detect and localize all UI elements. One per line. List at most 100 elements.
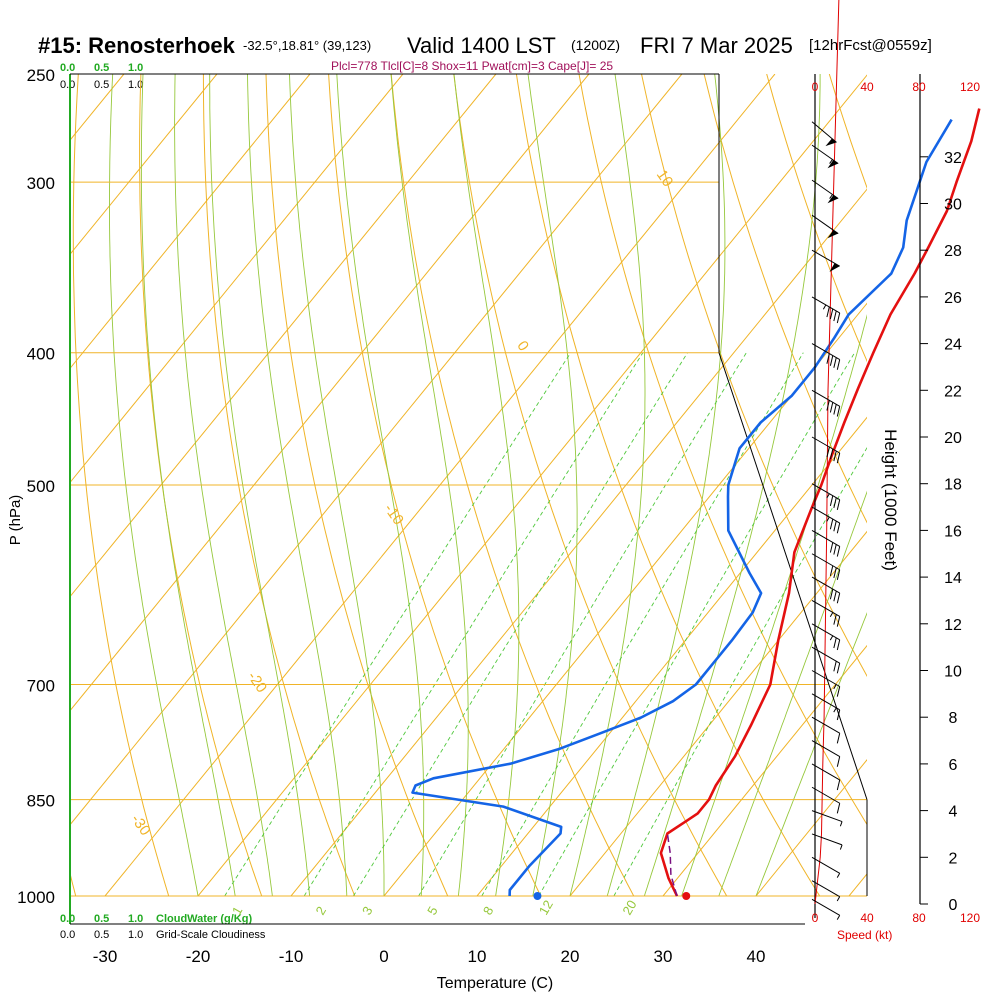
isotherm-line — [755, 759, 867, 896]
wind-barb-staff — [811, 296, 840, 314]
wind-barb-full — [829, 565, 834, 577]
wind-barb-full — [836, 499, 841, 510]
height-tick-label: 2 — [949, 850, 958, 867]
isotherm-line — [848, 873, 867, 896]
pressure-tick-label: 300 — [27, 174, 55, 193]
wind-barb — [811, 716, 841, 744]
wind-barb-staff — [811, 716, 840, 734]
wind-barb-staff — [811, 389, 840, 407]
mixing-ratio-label: 8 — [480, 904, 497, 918]
moist-adiabat-line — [453, 74, 520, 896]
wind-speed-line — [814, 0, 840, 905]
mixing-ratio-label: 12 — [536, 897, 556, 917]
cloud-top-green-1: 0.5 — [94, 62, 109, 74]
wind-barb-staff — [811, 833, 843, 846]
dry-adiabat-line — [390, 74, 635, 896]
wind-barb-staff — [811, 856, 840, 874]
wind-barb-full — [836, 663, 841, 674]
moist-adiabat-line — [336, 74, 425, 896]
y-axis-title: P (hPa) — [7, 495, 24, 546]
wind-barb-pennant — [829, 263, 840, 272]
wind-barb-full — [836, 522, 841, 534]
wind-barb-full — [833, 544, 837, 555]
speed-tick-bottom: 80 — [912, 911, 926, 925]
wind-barb-staff — [811, 600, 840, 617]
wind-barb-pennant — [825, 138, 837, 147]
wind-barb — [811, 576, 841, 604]
wind-barb-staff — [811, 763, 840, 781]
wind-barb-full — [829, 588, 834, 600]
forecast-info: [12hrFcst@0559z] — [809, 37, 932, 54]
temperature-tick-label: 10 — [468, 947, 487, 966]
cloud-scale-bottom: 0.0 0.5 1.0 CloudWater (g/Kg) 0.0 0.5 1.… — [60, 913, 266, 941]
wind-barb — [811, 436, 841, 464]
moist-adiabat-line — [718, 490, 867, 896]
height-tick-label: 32 — [944, 150, 962, 167]
moist-adiabat-line — [606, 74, 726, 896]
wind-barb-full — [833, 357, 837, 368]
isotherm-label: -10 — [381, 501, 407, 529]
wind-barb-staff — [811, 506, 840, 524]
wind-barb — [811, 600, 841, 627]
temperature-profile — [659, 108, 981, 897]
wind-barb — [811, 296, 841, 324]
dry-adiabat-line — [578, 74, 867, 826]
wind-barb — [811, 693, 841, 721]
wind-barb — [811, 121, 837, 147]
mixing-ratio-label: 2 — [313, 904, 330, 918]
wind-barb-half — [822, 304, 827, 310]
wind-barb — [811, 214, 839, 239]
temperature-tick-label: -20 — [186, 947, 211, 966]
wind-barb-full — [836, 709, 841, 721]
wind-barb-full — [833, 590, 837, 602]
moist-adiabat-line — [209, 74, 311, 896]
isotherm-line — [569, 530, 867, 896]
moist-adiabat-line — [755, 612, 867, 896]
speed-tick-bottom: 120 — [960, 911, 980, 925]
wind-barb-staff — [811, 693, 840, 711]
wind-barb-full — [833, 520, 837, 532]
station-title: #15: Renosterhoek — [38, 33, 236, 58]
mixing-ratio-line — [303, 352, 644, 896]
wind-barb-full — [833, 614, 837, 625]
moist-adiabat-line — [681, 314, 867, 896]
station-coords: -32.5°,18.81° (39,123) — [243, 38, 371, 53]
wind-barb-pennant — [827, 195, 839, 204]
isotherm-label: -20 — [244, 669, 270, 697]
wind-barb-full — [826, 353, 830, 364]
wind-barb — [811, 249, 840, 272]
height-axis-title: Height (1000 Feet) — [881, 429, 900, 571]
wind-barb-half — [826, 493, 830, 499]
wind-barb-staff — [811, 483, 840, 501]
height-tick-label: 8 — [949, 710, 958, 727]
moist-adiabat-line — [289, 74, 385, 896]
mixing-ratio-label: 20 — [619, 897, 639, 917]
wind-barb-staff — [811, 343, 840, 361]
wind-barb — [811, 529, 841, 557]
isotherm-label: 10 — [653, 167, 676, 190]
wind-barb-half — [833, 707, 837, 713]
wind-barb-half — [829, 159, 833, 164]
wind-barb — [811, 880, 841, 902]
cloud-bottom-black-0: 0.0 — [60, 929, 75, 941]
wind-barb-full — [836, 406, 841, 417]
wind-barb-staff — [811, 880, 840, 898]
cloud-top-green-0: 0.0 — [60, 62, 75, 74]
dry-adiabat-line — [453, 74, 728, 896]
wind-barb-full — [829, 448, 834, 460]
wind-barb-full — [836, 779, 841, 791]
height-tick-label: 26 — [944, 290, 962, 307]
wind-barb-staff — [811, 623, 840, 641]
height-tick-label: 20 — [944, 430, 962, 447]
profiles — [411, 108, 981, 900]
wind-barb-full — [836, 616, 841, 627]
isotherm-line — [70, 74, 311, 370]
wind-barb — [811, 506, 841, 534]
wind-barb-full — [826, 446, 830, 458]
wind-barb-staff — [811, 436, 840, 454]
temperature-tick-label: -30 — [93, 947, 118, 966]
dry-adiabat-line — [703, 74, 867, 524]
diagonal-frame — [718, 352, 868, 800]
wind-barb-full — [836, 733, 841, 744]
